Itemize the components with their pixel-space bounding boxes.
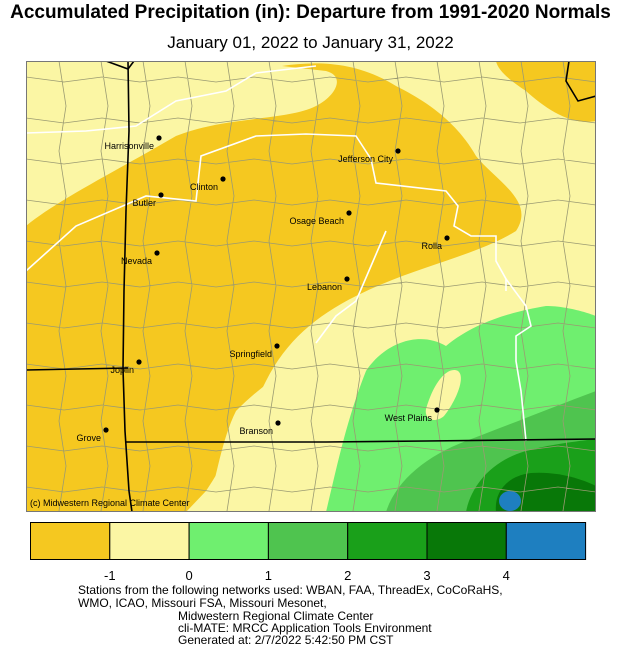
- legend-swatch: [267, 522, 349, 560]
- legend-tick-label: 2: [344, 568, 351, 582]
- legend-tick-label: 3: [423, 568, 430, 582]
- county-lines: [26, 61, 596, 512]
- city-label: Butler: [132, 198, 156, 208]
- credit-label: (c) Midwestern Regional Climate Center: [30, 498, 190, 508]
- county-grid: [26, 61, 596, 512]
- city-dot: [103, 427, 109, 433]
- region-above-4: [499, 491, 521, 511]
- legend-tick-label: 0: [185, 568, 192, 582]
- city-dot: [158, 192, 164, 198]
- city-dot: [275, 420, 281, 426]
- legend-swatch: [188, 522, 269, 560]
- legend-tick-label: -1: [104, 568, 116, 582]
- city-dot: [154, 250, 160, 256]
- footer-networks-cont: WMO, ICAO, Missouri FSA, Missouri Mesone…: [78, 596, 327, 610]
- city-label: Lebanon: [307, 282, 342, 292]
- city-label: Harrisonville: [104, 141, 154, 151]
- city-dot: [136, 359, 142, 365]
- city-dot: [444, 235, 450, 241]
- city-label: Nevada: [121, 256, 152, 266]
- region-below-minus1-northeast: [496, 61, 596, 122]
- city-label: Osage Beach: [289, 216, 344, 226]
- city-label: Jefferson City: [338, 154, 393, 164]
- map-title: Accumulated Precipitation (in): Departur…: [10, 2, 611, 23]
- region-minus1-to-0-north-strip: [26, 61, 282, 201]
- state-borders: [26, 61, 596, 512]
- date-range-subtitle: January 01, 2022 to January 31, 2022: [167, 33, 454, 52]
- city-label: Joplin: [110, 365, 134, 375]
- region-minus1-to-0-west-plains-island: [425, 370, 461, 421]
- city-label: Springfield: [229, 349, 272, 359]
- color-legend: -1 0 1 2 3 4: [30, 522, 587, 582]
- city-dot: [395, 148, 401, 154]
- legend-tick-label: 4: [503, 568, 510, 582]
- city-dot: [346, 210, 352, 216]
- footer-networks: Stations from the following networks use…: [78, 583, 503, 597]
- legend-tick-label: 1: [265, 568, 272, 582]
- city-dot: [220, 176, 226, 182]
- climate-division-lines: [26, 65, 532, 442]
- city-dot: [344, 276, 350, 282]
- precipitation-departure-map: Harrisonville Jefferson City Clinton Butler…: [26, 61, 596, 512]
- city-label: Rolla: [421, 241, 442, 251]
- city-dot: [274, 343, 280, 349]
- city-label: West Plains: [385, 413, 433, 423]
- legend-swatch: [30, 522, 111, 560]
- legend-swatch: [426, 522, 507, 560]
- city-label: Grove: [76, 433, 101, 443]
- legend-swatch: [347, 522, 428, 560]
- city-label: Clinton: [190, 182, 218, 192]
- footer-center: Midwestern Regional Climate Center: [178, 609, 374, 623]
- region-minus1-to-0-south-ozarks: [206, 361, 357, 512]
- region-below-minus1-main: [26, 63, 522, 512]
- city-dot: [156, 135, 162, 141]
- footer-generated: Generated at: 2/7/2022 5:42:50 PM CST: [178, 633, 394, 647]
- legend-swatch: [109, 522, 190, 560]
- legend-swatch: [505, 522, 587, 560]
- footer-tool: cli-MATE: MRCC Application Tools Environ…: [178, 621, 432, 635]
- city-markers: Harrisonville Jefferson City Clinton Butler…: [76, 135, 450, 443]
- city-dot: [434, 407, 440, 413]
- city-label: Branson: [239, 426, 273, 436]
